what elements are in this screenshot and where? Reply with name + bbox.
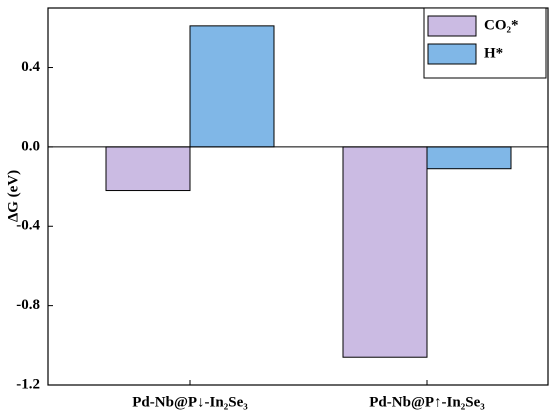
legend-swatch [427, 43, 477, 65]
y-tick-label: 0.4 [21, 59, 40, 75]
x-tick-label: Pd-Nb@P↑-In₂Se₃ [369, 394, 485, 410]
bar [426, 146, 512, 170]
legend-box [423, 7, 547, 79]
legend-label: H* [484, 45, 503, 61]
legend-swatch [427, 15, 477, 37]
y-tick-label: -0.8 [16, 297, 40, 313]
legend-label: CO₂* [484, 17, 519, 33]
y-tick-label: -0.4 [16, 218, 40, 234]
bar [105, 146, 191, 192]
bar [342, 146, 428, 358]
y-tick-label: -1.2 [16, 376, 40, 392]
plot-frame [47, 7, 549, 386]
y-axis-label: ΔG (eV) [5, 170, 21, 222]
x-tick-label: Pd-Nb@P↓-In₂Se₃ [132, 394, 248, 410]
bar [189, 25, 275, 148]
y-tick-label: 0.0 [21, 138, 40, 154]
